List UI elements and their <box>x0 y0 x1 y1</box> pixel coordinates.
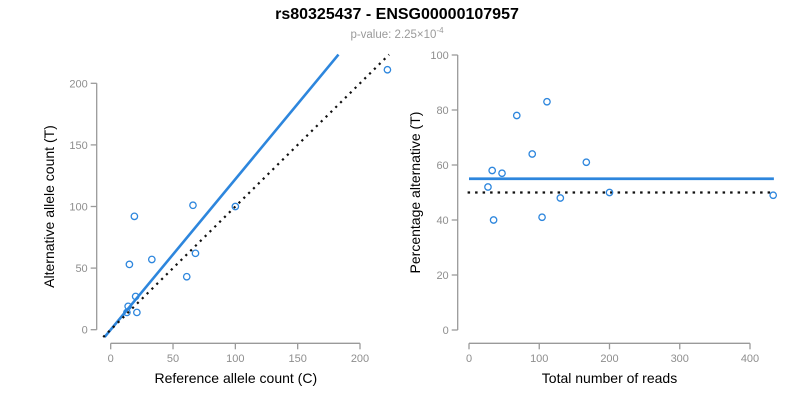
x-tick-label: 300 <box>671 353 689 365</box>
y-tick-label: 100 <box>69 202 87 214</box>
left-data-points <box>123 65 392 317</box>
y-tick-label: 150 <box>69 140 87 152</box>
right-scatter-panel: 0 20 40 60 80 100 0 100 200 300 400 Total number o… <box>407 50 778 386</box>
x-tick-label: 50 <box>167 353 179 365</box>
p-value-prefix: p-value: <box>350 28 395 41</box>
data-point <box>528 150 537 158</box>
left-x-axis-label: Reference allele count (C) <box>154 370 317 386</box>
y-tick-label: 20 <box>436 270 448 282</box>
data-point <box>125 260 134 269</box>
data-point <box>556 194 565 202</box>
identity-line <box>102 53 390 338</box>
data-point <box>582 158 591 167</box>
data-point <box>191 249 200 258</box>
right-data-points <box>484 97 778 224</box>
x-tick-label: 100 <box>226 353 244 365</box>
data-point <box>498 169 506 178</box>
data-point <box>124 302 133 311</box>
fit-line <box>103 53 340 338</box>
y-tick-label: 60 <box>436 160 448 172</box>
left-y-axis-label: Alternative allele count (T) <box>41 125 57 288</box>
y-tick-label: 100 <box>430 50 448 62</box>
data-point <box>543 97 551 106</box>
x-tick-label: 200 <box>600 353 618 365</box>
data-point <box>182 272 191 281</box>
data-point <box>130 212 139 221</box>
figure-subtitle: p-value: 2.25×10-4 <box>0 26 794 41</box>
data-point <box>147 255 156 264</box>
data-point <box>488 166 497 175</box>
x-tick-label: 0 <box>466 353 472 365</box>
p-value-exponent: -4 <box>436 26 444 35</box>
x-tick-label: 150 <box>288 353 306 365</box>
data-point <box>538 213 546 222</box>
y-tick-label: 40 <box>436 215 448 227</box>
right-reference-lines <box>467 177 774 194</box>
left-reference-lines <box>102 53 390 338</box>
y-tick-label: 0 <box>82 325 88 337</box>
data-point <box>489 216 498 224</box>
data-point <box>484 183 492 191</box>
figure-title: rs80325437 - ENSG00000107957 <box>275 6 519 23</box>
x-tick-label: 100 <box>530 353 548 365</box>
y-tick-label: 0 <box>443 325 449 337</box>
data-point <box>512 111 521 120</box>
right-y-axis-label: Percentage alternative (T) <box>407 112 423 274</box>
x-tick-label: 200 <box>351 353 369 365</box>
y-tick-label: 50 <box>75 263 87 275</box>
data-point <box>769 191 778 200</box>
x-tick-label: 0 <box>108 353 114 365</box>
right-axes: 0 20 40 60 80 100 0 100 200 300 400 <box>430 50 759 365</box>
left-axes: 0 50 100 150 200 0 50 100 150 200 <box>69 78 369 365</box>
data-point <box>605 188 614 197</box>
x-tick-label: 400 <box>741 353 759 365</box>
y-tick-label: 80 <box>436 105 448 117</box>
y-tick-label: 200 <box>69 78 87 90</box>
data-point <box>383 65 392 74</box>
data-point <box>131 292 140 301</box>
p-value-mantissa: 2.25×10 <box>394 28 437 41</box>
right-x-axis-label: Total number of reads <box>542 370 677 386</box>
data-point <box>189 201 197 210</box>
data-point <box>231 202 240 211</box>
left-scatter-panel: 0 50 100 150 200 0 50 100 150 200 Reference allel… <box>41 53 392 386</box>
data-point <box>133 308 141 317</box>
